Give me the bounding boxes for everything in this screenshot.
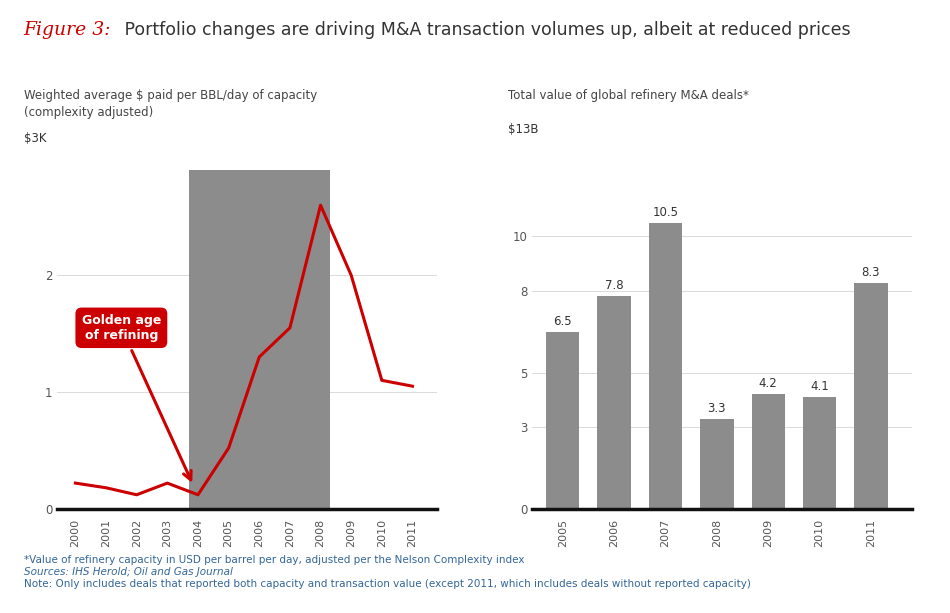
Text: Figure 3:: Figure 3:: [24, 21, 111, 39]
Bar: [649, 223, 682, 509]
Text: 4.2: 4.2: [759, 377, 778, 390]
Text: 7.8: 7.8: [605, 279, 623, 292]
Text: 6.5: 6.5: [554, 314, 572, 327]
Text: Golden age
of refining: Golden age of refining: [82, 314, 191, 480]
Text: *Value of refinery capacity in USD per barrel per day, adjusted per the Nelson C: *Value of refinery capacity in USD per b…: [24, 555, 524, 565]
Text: Sources: IHS Herold; Oil and Gas Journal: Sources: IHS Herold; Oil and Gas Journal: [24, 567, 233, 577]
Text: Note: Only includes deals that reported both capacity and transaction value (exc: Note: Only includes deals that reported …: [24, 579, 750, 589]
Text: 8.3: 8.3: [862, 265, 880, 278]
Text: 10.5: 10.5: [653, 205, 678, 219]
Bar: [700, 419, 733, 509]
Bar: [751, 394, 785, 509]
Bar: [598, 296, 631, 509]
Text: Weighted average $ paid per BBL/day of capacity
(complexity adjusted): Weighted average $ paid per BBL/day of c…: [24, 89, 317, 119]
Bar: [803, 397, 836, 509]
Text: Total value of global refinery M&A deals*: Total value of global refinery M&A deals…: [508, 89, 750, 102]
Text: $13B: $13B: [508, 123, 539, 135]
Bar: [546, 332, 580, 509]
Bar: [854, 283, 887, 509]
Text: $3K: $3K: [24, 132, 47, 145]
Text: 3.3: 3.3: [708, 402, 726, 415]
Text: 4.1: 4.1: [810, 380, 829, 393]
Text: Portfolio changes are driving M&A transaction volumes up, albeit at reduced pric: Portfolio changes are driving M&A transa…: [119, 21, 850, 39]
Bar: [189, 170, 330, 509]
